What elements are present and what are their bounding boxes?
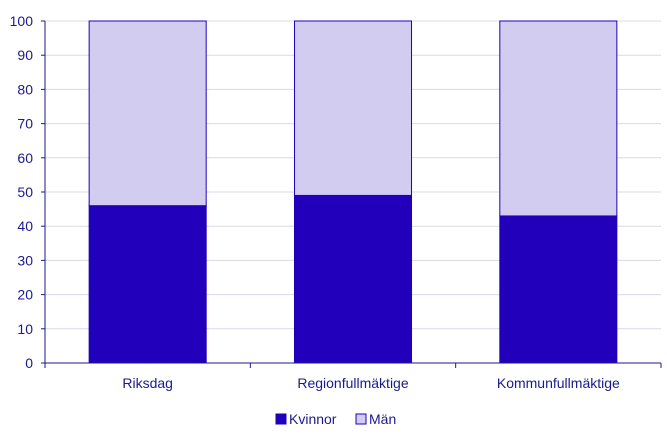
legend: Kvinnor Män	[275, 411, 396, 427]
y-tick-label: 80	[17, 81, 33, 97]
bar-kvinnor-2	[499, 215, 618, 364]
legend-label-män: Män	[369, 411, 396, 427]
y-tick-label: 90	[17, 47, 33, 63]
x-category-label: Riksdag	[122, 375, 173, 391]
y-axis-ticks: 0 10 20 30 40 50 60 70 80 90 100	[10, 13, 45, 371]
legend-label-kvinnor: Kvinnor	[289, 411, 337, 427]
bar-män-0	[88, 20, 207, 207]
x-category-label: Regionfullmäktige	[297, 375, 408, 391]
bar-män-2	[499, 20, 618, 217]
y-tick-label: 60	[17, 150, 33, 166]
y-tick-label: 0	[25, 355, 33, 371]
bar-kvinnor-1	[293, 194, 413, 364]
y-tick-label: 70	[17, 116, 33, 132]
y-tick-label: 30	[17, 252, 33, 268]
x-axis-labels: Riksdag Regionfullmäktige Kommunfullmäktig…	[122, 375, 620, 391]
y-tick-label: 100	[10, 13, 34, 29]
y-tick-label: 20	[17, 287, 33, 303]
legend-swatch-män	[355, 413, 367, 425]
y-tick-label: 40	[17, 218, 33, 234]
bars	[88, 20, 618, 364]
x-category-label: Kommunfullmäktige	[497, 375, 620, 391]
y-tick-label: 10	[17, 321, 33, 337]
bar-kvinnor-0	[88, 205, 207, 364]
y-tick-label: 50	[17, 184, 33, 200]
legend-swatch-kvinnor	[275, 413, 287, 425]
bar-män-1	[293, 20, 413, 196]
